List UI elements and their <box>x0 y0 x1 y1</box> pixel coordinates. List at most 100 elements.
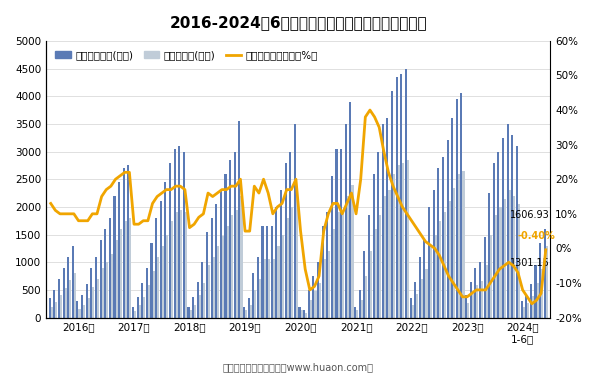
Bar <box>368 215 370 318</box>
Bar <box>386 118 389 318</box>
Bar <box>428 207 430 318</box>
Bar <box>418 257 421 318</box>
Bar <box>139 305 141 318</box>
Bar <box>474 268 476 318</box>
Bar <box>349 102 352 318</box>
Bar <box>280 190 282 318</box>
Bar <box>150 243 152 318</box>
Bar <box>60 295 62 318</box>
Bar <box>78 309 81 318</box>
Bar <box>373 174 374 318</box>
Bar <box>178 146 180 318</box>
Bar <box>174 149 176 318</box>
Bar <box>485 265 488 318</box>
Bar <box>141 283 143 318</box>
Bar <box>322 226 324 318</box>
Text: 1606.93: 1606.93 <box>510 210 549 220</box>
Bar <box>472 294 474 318</box>
Bar <box>490 234 493 318</box>
Bar <box>448 201 451 318</box>
Bar <box>356 310 358 318</box>
Bar <box>296 196 298 318</box>
Bar <box>67 257 69 318</box>
Bar <box>72 246 74 318</box>
Bar <box>324 260 326 318</box>
Bar <box>185 212 187 318</box>
Bar <box>137 297 139 318</box>
Bar <box>463 171 464 318</box>
Bar <box>97 279 99 318</box>
Bar <box>391 91 393 318</box>
Bar <box>238 121 241 318</box>
Bar <box>76 301 78 318</box>
Bar <box>402 163 404 318</box>
Bar <box>85 284 88 318</box>
Bar <box>245 310 247 318</box>
Bar <box>374 229 377 318</box>
Bar <box>447 141 448 318</box>
Bar <box>187 307 189 318</box>
Bar <box>162 246 164 318</box>
Bar <box>171 221 173 318</box>
Bar <box>257 257 259 318</box>
Bar <box>259 279 261 318</box>
Bar <box>208 265 210 318</box>
房地产投资额增速（%） <box>487 281 494 285</box>
Bar <box>206 232 208 318</box>
Bar <box>337 212 340 318</box>
Bar <box>261 226 263 318</box>
Bar <box>384 196 386 318</box>
房地产投资额增速（%） <box>367 108 374 112</box>
Bar <box>416 294 418 318</box>
Bar <box>95 257 97 318</box>
Bar <box>287 218 289 318</box>
Bar <box>410 298 411 318</box>
Bar <box>152 270 155 318</box>
Bar <box>430 246 432 318</box>
Bar <box>396 77 398 318</box>
Bar <box>285 163 287 318</box>
Bar <box>537 283 538 318</box>
Bar <box>370 251 372 318</box>
Bar <box>442 157 444 318</box>
Bar <box>243 307 245 318</box>
Bar <box>192 297 194 318</box>
Bar <box>328 251 330 318</box>
Bar <box>493 163 495 318</box>
Bar <box>522 307 525 318</box>
房地产投资额增速（%） <box>47 201 54 206</box>
Bar <box>315 291 316 318</box>
Title: 2016-2024年6月陕西省房地产投资额及住宅投资额: 2016-2024年6月陕西省房地产投资额及住宅投资额 <box>170 15 427 30</box>
Bar <box>319 283 321 318</box>
Bar <box>437 168 439 318</box>
Bar <box>109 218 111 318</box>
Bar <box>347 196 349 318</box>
Bar <box>130 218 131 318</box>
Bar <box>433 190 435 318</box>
Bar <box>159 201 162 318</box>
Bar <box>270 226 273 318</box>
Bar <box>525 295 527 318</box>
Line: 房地产投资额增速（%）: 房地产投资额增速（%） <box>51 110 546 304</box>
Bar <box>217 246 219 318</box>
Bar <box>342 212 344 318</box>
Bar <box>507 124 509 318</box>
Bar <box>146 268 148 318</box>
Bar <box>127 165 130 318</box>
Bar <box>183 151 185 318</box>
Bar <box>393 174 395 318</box>
Bar <box>504 199 506 318</box>
Bar <box>211 218 213 318</box>
Bar <box>300 310 303 318</box>
Bar <box>414 282 416 318</box>
Bar <box>113 196 115 318</box>
Bar <box>83 306 85 318</box>
Bar <box>521 301 522 318</box>
Bar <box>263 260 266 318</box>
Bar <box>282 234 284 318</box>
Bar <box>58 279 60 318</box>
Bar <box>167 234 168 318</box>
Bar <box>317 262 319 318</box>
Bar <box>336 149 337 318</box>
Bar <box>63 268 64 318</box>
